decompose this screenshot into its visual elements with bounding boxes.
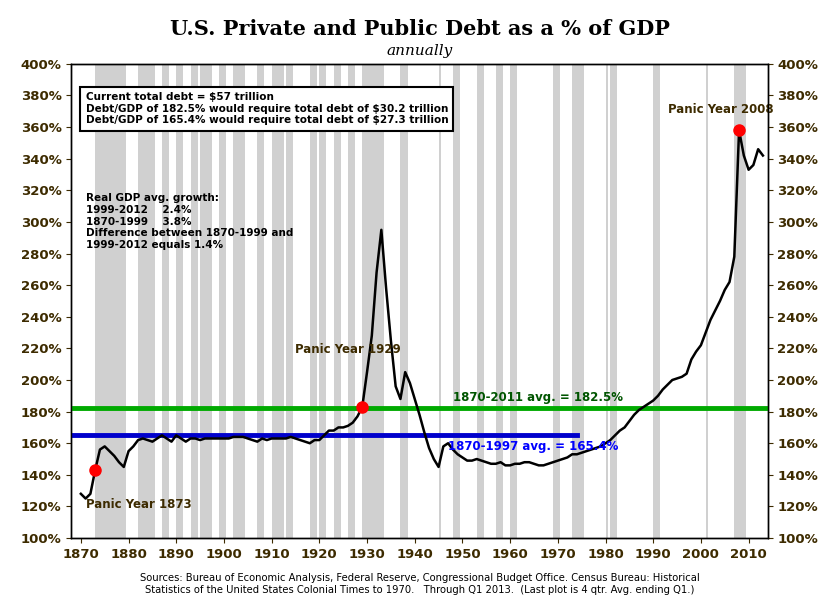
Bar bbox=[334, 64, 341, 538]
Bar bbox=[734, 64, 746, 538]
Bar bbox=[439, 64, 441, 538]
Bar bbox=[606, 64, 608, 538]
Bar bbox=[233, 64, 246, 538]
Text: Panic Year 2008: Panic Year 2008 bbox=[668, 103, 774, 116]
Text: Current total debt = $57 trillion
Debt/GDP of 182.5% would require total debt of: Current total debt = $57 trillion Debt/G… bbox=[86, 92, 448, 125]
Bar bbox=[477, 64, 484, 538]
Text: 1870-2011 avg. = 182.5%: 1870-2011 avg. = 182.5% bbox=[453, 391, 623, 404]
Bar bbox=[219, 64, 227, 538]
Bar bbox=[162, 64, 169, 538]
Bar bbox=[138, 64, 154, 538]
Bar bbox=[453, 64, 460, 538]
Bar bbox=[496, 64, 503, 538]
Text: Real GDP avg. growth:
1999-2012    2.4%
1870-1999    3.8%
Difference between 187: Real GDP avg. growth: 1999-2012 2.4% 187… bbox=[86, 193, 293, 250]
Bar bbox=[510, 64, 518, 538]
Bar bbox=[272, 64, 284, 538]
Bar bbox=[654, 64, 660, 538]
Bar bbox=[706, 64, 708, 538]
Bar bbox=[572, 64, 584, 538]
Bar bbox=[190, 64, 198, 538]
Bar bbox=[320, 64, 326, 538]
Text: 1870-1997 avg. = 165.4%: 1870-1997 avg. = 165.4% bbox=[448, 440, 618, 453]
Text: annually: annually bbox=[387, 44, 452, 58]
Bar bbox=[95, 64, 126, 538]
Bar bbox=[348, 64, 355, 538]
Bar bbox=[310, 64, 317, 538]
Text: Panic Year 1873: Panic Year 1873 bbox=[86, 498, 191, 511]
Bar bbox=[553, 64, 560, 538]
Text: Sources: Bureau of Economic Analysis, Federal Reserve, Congressional Budget Offi: Sources: Bureau of Economic Analysis, Fe… bbox=[139, 573, 700, 595]
Bar bbox=[200, 64, 212, 538]
Bar bbox=[362, 64, 383, 538]
Text: Panic Year 1929: Panic Year 1929 bbox=[295, 344, 401, 356]
Bar bbox=[286, 64, 293, 538]
Bar bbox=[258, 64, 264, 538]
Bar bbox=[400, 64, 408, 538]
Text: U.S. Private and Public Debt as a % of GDP: U.S. Private and Public Debt as a % of G… bbox=[169, 19, 670, 40]
Bar bbox=[610, 64, 618, 538]
Bar bbox=[176, 64, 184, 538]
